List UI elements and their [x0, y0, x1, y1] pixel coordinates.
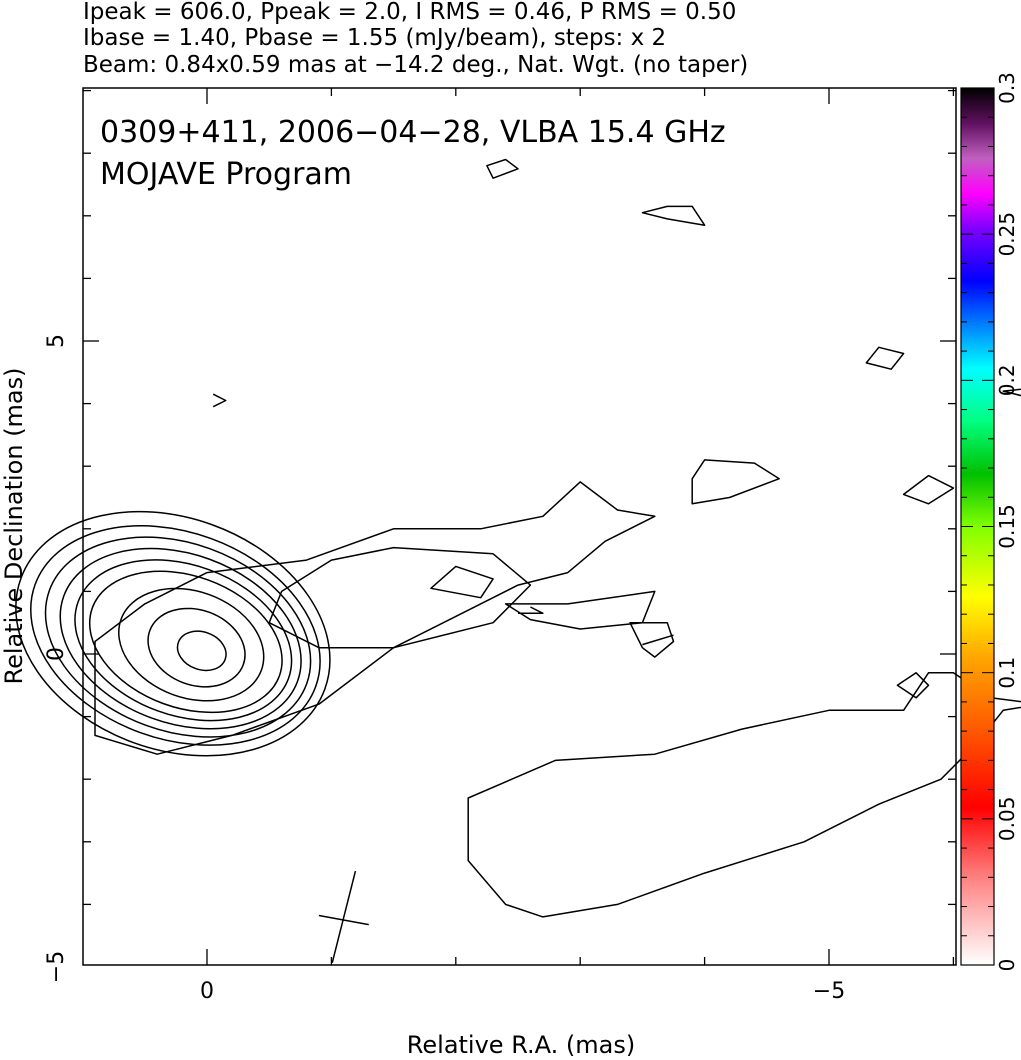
beam-minor-axis: [318, 914, 369, 926]
beam-marker: [318, 870, 369, 963]
y-axis-label: Relative Declination (mas): [0, 367, 28, 684]
header-line-2: Ibase = 1.40, Pbase = 1.55 (mJy/beam), s…: [83, 25, 666, 51]
contour-lines: [15, 158, 1021, 918]
contour-line: [865, 346, 905, 370]
core-contour: [15, 510, 331, 757]
y-tick-label: 5: [44, 334, 69, 348]
contour-line: [629, 621, 675, 658]
core-contour: [30, 525, 321, 746]
core-contour: [118, 587, 265, 702]
plot-frame: [82, 87, 957, 966]
core-contour: [44, 536, 312, 738]
colorbar-tick-label: 0.05: [995, 797, 1019, 842]
colorbar-tick-label: 0: [995, 959, 1019, 972]
contour-line: [642, 634, 674, 646]
colorbar-tick-label: 0.25: [995, 212, 1019, 257]
y-axis-ticks: −505: [44, 89, 956, 983]
contour-line: [430, 565, 494, 599]
header-line-1: Ipeak = 606.0, Ppeak = 2.0, I RMS = 0.46…: [83, 0, 736, 25]
y-tick-label: −5: [44, 951, 69, 983]
program-label: MOJAVE Program: [100, 157, 352, 192]
colorbar-tick-label: 0.1: [995, 657, 1019, 689]
contour-line: [268, 546, 532, 649]
core-contour: [147, 607, 246, 688]
colorbar-tick-label: 0.2: [995, 364, 1019, 396]
contour-line: [467, 672, 1021, 918]
colorbar-tick-label: 0.15: [995, 504, 1019, 549]
core-contour: [59, 547, 302, 730]
colorbar-tick-label: 0.3: [995, 72, 1019, 104]
core-contour: [74, 559, 293, 722]
contour-line: [896, 672, 930, 699]
header-line-3: Beam: 0.84x0.59 mas at −14.2 deg., Nat. …: [83, 52, 748, 78]
contour-line: [486, 158, 519, 179]
x-tick-label: 0: [200, 979, 214, 1004]
x-axis-ticks: 0−5−10: [200, 88, 955, 1004]
colorbar-ticks: 0 0.05 0.1 0.15 0.2 0.25 0.3: [961, 72, 1019, 971]
core-contour: [176, 630, 227, 672]
core-contour: [88, 570, 283, 714]
contour-line: [691, 459, 780, 505]
beam-major-axis: [331, 870, 357, 963]
x-tick-label: −5: [813, 979, 845, 1004]
source-title: 0309+411, 2006−04−28, VLBA 15.4 GHz: [100, 115, 726, 150]
x-axis-label: Relative R.A. (mas): [407, 1031, 635, 1059]
contour-line: [641, 205, 706, 226]
contour-line: [212, 393, 227, 408]
contour-line: [94, 481, 656, 755]
contour-line: [518, 606, 544, 615]
contour-line: [902, 474, 955, 505]
